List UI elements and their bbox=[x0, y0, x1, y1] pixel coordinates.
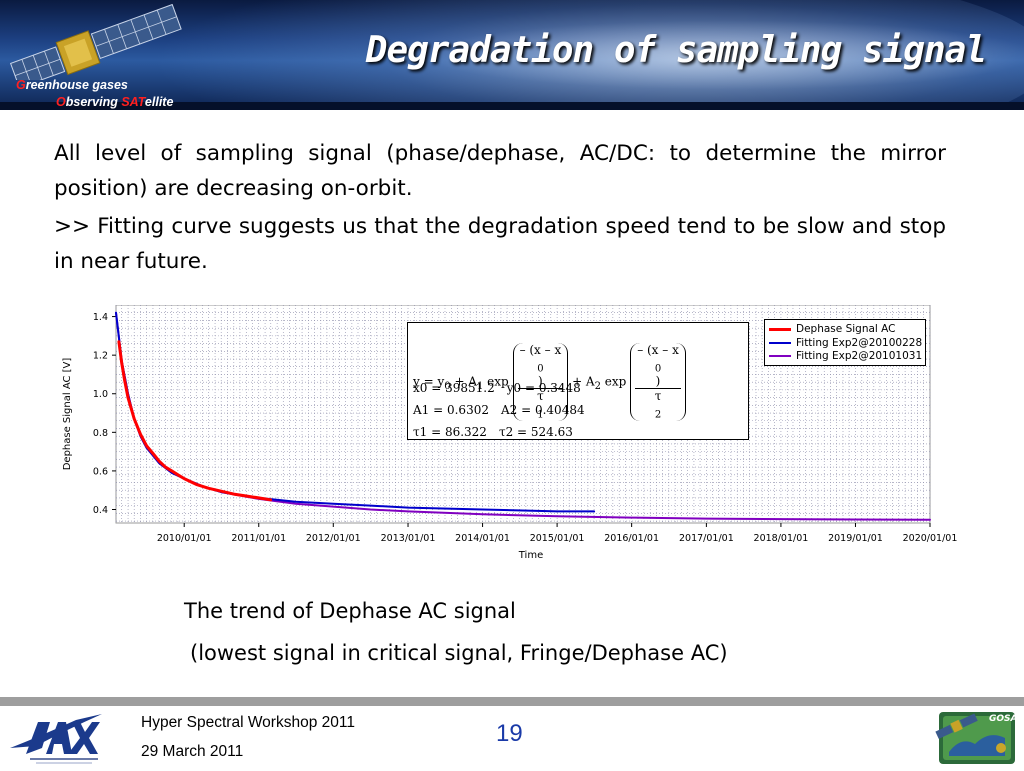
logo-text-sat: SAT bbox=[121, 95, 145, 109]
fit-equation: y = y0 + A1 exp – (x – x 0) τ 1 + A2 exp – … bbox=[413, 343, 686, 421]
body-paragraph-2: >> Fitting curve suggests us that the de… bbox=[54, 214, 946, 274]
eq-den-2: τ bbox=[654, 389, 662, 404]
chart-legend: Dephase Signal AC Fitting Exp2@20100228 … bbox=[764, 319, 926, 366]
param-tau2: τ2 = 524.63 bbox=[498, 425, 573, 439]
legend-swatch-blue bbox=[769, 342, 791, 344]
x-tick-label: 2016/01/01 bbox=[604, 533, 659, 544]
gosat-mini-logo-icon: GOSAT bbox=[935, 712, 1024, 764]
eq-num-2-sub: 0 bbox=[654, 363, 662, 375]
x-axis-label: Time bbox=[518, 550, 543, 561]
eq-lhs-sub: 0 bbox=[444, 380, 451, 392]
eq-den-1: τ bbox=[537, 389, 544, 404]
eq-den-1-sub: 1 bbox=[537, 409, 544, 421]
caption-line-2: (lowest signal in critical signal, Fring… bbox=[190, 641, 728, 665]
legend-label-fit-1: Fitting Exp2@20100228 bbox=[796, 337, 923, 349]
series-line-0 bbox=[117, 340, 273, 502]
y-axis-label: Dephase Signal AC [V] bbox=[62, 358, 73, 471]
x-tick-label: 2014/01/01 bbox=[455, 533, 510, 544]
legend-label-dephase: Dephase Signal AC bbox=[796, 323, 896, 335]
legend-item-dephase: Dephase Signal AC bbox=[769, 323, 896, 335]
footer-date: 29 March 2011 bbox=[141, 743, 244, 760]
eq-num-2-close: ) bbox=[655, 374, 661, 389]
gosat-logo: Greenhouse gases Observing SATellite bbox=[0, 0, 210, 110]
eq-plus-a1: + A bbox=[450, 374, 477, 389]
logo-initial-o: O bbox=[56, 95, 66, 109]
eq-num-1-sub: 0 bbox=[537, 363, 544, 375]
body-paragraph-1: All level of sampling signal (phase/deph… bbox=[54, 141, 946, 201]
eq-fraction-2: – (x – x 0) τ 2 bbox=[630, 343, 686, 421]
x-tick-label: 2010/01/01 bbox=[157, 533, 212, 544]
footer-event-name: Hyper Spectral Workshop 2011 bbox=[141, 714, 355, 731]
logo-text-reenhouse: reenhouse gases bbox=[25, 78, 128, 92]
logo-line-greenhouse: Greenhouse gases bbox=[16, 78, 128, 92]
eq-fraction-1: – (x – x 0) τ 1 bbox=[512, 343, 569, 421]
eq-num-1-close: ) bbox=[538, 374, 543, 389]
eq-a2-sub: 2 bbox=[594, 380, 601, 392]
fit-equation-box: y = y0 + A1 exp – (x – x 0) τ 1 + A2 exp – … bbox=[407, 322, 749, 440]
jaxa-logo-icon bbox=[10, 714, 102, 764]
jaxa-logo bbox=[6, 708, 106, 766]
x-tick-label: 2018/01/01 bbox=[754, 533, 809, 544]
eq-a1-sub: 1 bbox=[476, 380, 484, 392]
logo-initial-g: G bbox=[16, 78, 26, 92]
x-tick-label: 2015/01/01 bbox=[530, 533, 585, 544]
logo-text-bserving: bserving bbox=[65, 95, 122, 109]
y-tick-label: 1.0 bbox=[93, 389, 108, 400]
x-tick-label: 2013/01/01 bbox=[381, 533, 436, 544]
y-tick-label: 1.2 bbox=[93, 351, 108, 362]
footer-divider bbox=[0, 697, 1024, 706]
param-a1: A1 = 0.6302 bbox=[413, 403, 489, 417]
satellite-icon bbox=[9, 3, 182, 89]
header-cloud-swirl bbox=[150, 0, 1024, 110]
gosat-mini-text: GOSAT bbox=[989, 714, 1019, 724]
eq-plus-a2: + A bbox=[572, 374, 595, 389]
x-tick-label: 2017/01/01 bbox=[679, 533, 734, 544]
header-bottom-band bbox=[0, 102, 1024, 110]
param-y0: y0 = 0.3448 bbox=[506, 381, 581, 395]
legend-item-fit-2: Fitting Exp2@20101031 bbox=[769, 350, 922, 362]
y-tick-label: 0.4 bbox=[93, 505, 108, 516]
y-tick-label: 0.6 bbox=[93, 466, 108, 477]
eq-num-2: – (x – x bbox=[637, 343, 679, 357]
caption-line-1: The trend of Dephase AC signal bbox=[184, 599, 516, 623]
x-tick-label: 2020/01/01 bbox=[903, 533, 958, 544]
param-a2: A2 = 0.40484 bbox=[500, 403, 585, 417]
legend-swatch-purple bbox=[769, 355, 791, 357]
slide-title: Degradation of sampling signal bbox=[365, 30, 987, 71]
fit-parameters: x0 = 39851.2 y0 = 0.3448 A1 = 0.6302 A2 = … bbox=[413, 377, 585, 443]
x-tick-label: 2012/01/01 bbox=[306, 533, 361, 544]
logo-text-ellite: ellite bbox=[144, 95, 174, 109]
gosat-mini-logo: GOSAT bbox=[931, 708, 1024, 766]
header-cloud-highlight bbox=[420, 20, 1024, 90]
logo-line-observing: Observing SATellite bbox=[56, 95, 173, 109]
y-tick-label: 0.8 bbox=[93, 428, 108, 439]
legend-swatch-red bbox=[769, 327, 791, 331]
eq-exp-2: exp bbox=[600, 374, 627, 389]
y-tick-label: 1.4 bbox=[93, 312, 108, 323]
eq-exp-1: exp bbox=[483, 374, 509, 389]
param-x0: x0 = 39851.2 bbox=[413, 381, 495, 395]
eq-lhs: y = y bbox=[413, 374, 445, 389]
slide-header: Greenhouse gases Observing SATellite Deg… bbox=[0, 0, 1024, 110]
x-tick-label: 2011/01/01 bbox=[231, 533, 286, 544]
page-number: 19 bbox=[496, 720, 523, 747]
legend-label-fit-2: Fitting Exp2@20101031 bbox=[796, 350, 923, 362]
eq-den-2-sub: 2 bbox=[654, 409, 662, 421]
param-tau1: τ1 = 86.322 bbox=[413, 425, 487, 439]
eq-num-1: – (x – x bbox=[519, 343, 562, 357]
legend-item-fit-1: Fitting Exp2@20100228 bbox=[769, 337, 922, 349]
x-tick-label: 2019/01/01 bbox=[828, 533, 883, 544]
